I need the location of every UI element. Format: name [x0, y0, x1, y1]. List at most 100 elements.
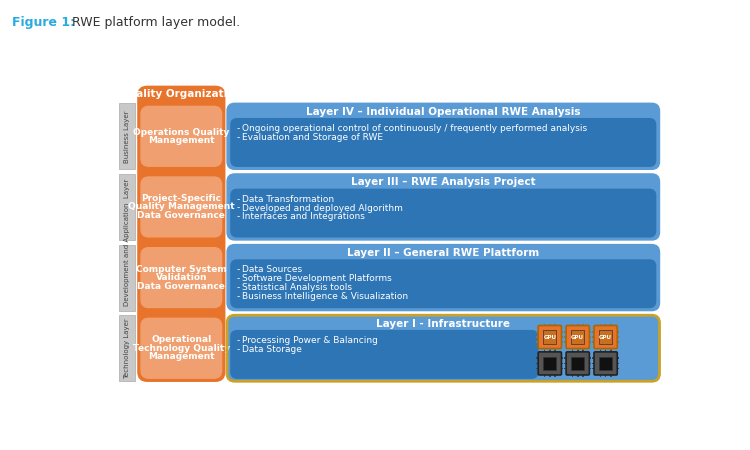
Text: Business Layer: Business Layer	[124, 110, 130, 162]
Bar	[536, 368, 539, 369]
Bar	[543, 330, 556, 343]
Bar	[600, 324, 602, 327]
Bar	[588, 331, 591, 333]
Bar	[572, 330, 584, 343]
Bar	[536, 336, 539, 338]
Bar	[616, 331, 620, 333]
Bar	[560, 342, 563, 343]
FancyBboxPatch shape	[231, 260, 656, 307]
Bar	[599, 357, 612, 370]
Bar	[572, 374, 573, 377]
Text: -: -	[236, 133, 239, 142]
Text: Management: Management	[148, 136, 214, 145]
Bar	[564, 331, 567, 333]
Text: Data Governance: Data Governance	[137, 282, 225, 291]
Text: GPU: GPU	[543, 334, 556, 339]
Bar	[572, 324, 573, 327]
Bar	[588, 342, 591, 343]
FancyBboxPatch shape	[141, 318, 222, 378]
FancyBboxPatch shape	[566, 325, 590, 349]
Bar	[560, 368, 563, 369]
Bar	[564, 336, 567, 338]
Bar	[600, 347, 602, 351]
Bar	[560, 336, 563, 338]
FancyBboxPatch shape	[141, 106, 222, 166]
Bar	[549, 324, 550, 327]
Bar	[549, 347, 550, 351]
Text: Layer II – General RWE Plattform: Layer II – General RWE Plattform	[347, 248, 539, 258]
Text: -: -	[236, 292, 239, 301]
Text: -: -	[236, 203, 239, 212]
Bar	[582, 347, 584, 351]
Bar	[610, 350, 612, 353]
Text: Development and Application  Layer: Development and Application Layer	[124, 179, 130, 306]
Text: Management: Management	[148, 352, 214, 361]
Text: GPU: GPU	[599, 334, 612, 339]
Bar	[572, 357, 584, 370]
Text: -: -	[236, 124, 239, 133]
Text: RWE platform layer model.: RWE platform layer model.	[68, 16, 240, 29]
Text: Data Sources: Data Sources	[242, 266, 302, 274]
Text: GPU: GPU	[572, 334, 584, 339]
Bar	[610, 347, 612, 351]
Bar	[588, 368, 591, 369]
FancyBboxPatch shape	[141, 177, 222, 237]
Bar	[599, 330, 612, 343]
Bar	[616, 342, 620, 343]
FancyBboxPatch shape	[231, 119, 656, 166]
Text: Data Transformation: Data Transformation	[242, 195, 334, 204]
Text: Technology Layer: Technology Layer	[124, 318, 130, 378]
Bar	[616, 368, 620, 369]
Bar	[119, 245, 135, 310]
FancyBboxPatch shape	[138, 86, 225, 381]
Bar	[536, 331, 539, 333]
Bar	[572, 350, 573, 353]
Bar	[549, 374, 550, 377]
Text: Validation: Validation	[155, 273, 207, 282]
Bar	[582, 324, 584, 327]
Text: -: -	[236, 195, 239, 204]
Bar	[560, 363, 563, 364]
Bar	[554, 324, 556, 327]
Text: Business Intelligence & Visualization: Business Intelligence & Visualization	[242, 292, 408, 301]
Bar	[592, 331, 596, 333]
Bar	[592, 342, 596, 343]
Bar	[616, 363, 620, 364]
Bar	[592, 368, 596, 369]
Text: Software Development Platforms: Software Development Platforms	[242, 274, 392, 283]
Bar	[592, 357, 596, 359]
Bar	[610, 374, 612, 377]
Text: -: -	[236, 336, 239, 345]
Bar	[582, 350, 584, 353]
Bar	[604, 350, 607, 353]
Text: Data Storage: Data Storage	[242, 345, 302, 354]
Bar	[560, 357, 563, 359]
Bar	[536, 342, 539, 343]
Text: -: -	[236, 212, 239, 221]
Bar	[604, 347, 607, 351]
FancyBboxPatch shape	[231, 189, 656, 237]
Bar	[564, 342, 567, 343]
Text: -: -	[236, 266, 239, 274]
Text: -: -	[236, 283, 239, 292]
FancyBboxPatch shape	[227, 245, 659, 310]
Text: Ongoing operational control of continuously / frequently performed analysis: Ongoing operational control of continuou…	[242, 124, 587, 133]
Bar	[577, 324, 578, 327]
Bar	[582, 374, 584, 377]
Bar	[544, 324, 545, 327]
Bar	[577, 350, 578, 353]
Text: Operational: Operational	[152, 335, 211, 344]
Bar	[544, 374, 545, 377]
Bar	[119, 104, 135, 169]
Bar	[560, 331, 563, 333]
Bar	[564, 368, 567, 369]
Bar	[554, 347, 556, 351]
Bar	[588, 336, 591, 338]
Text: Layer I - Infrastructure: Layer I - Infrastructure	[376, 319, 510, 328]
Bar	[119, 174, 135, 240]
Text: Quality Management: Quality Management	[128, 202, 235, 211]
Text: Interfaces and Integrations: Interfaces and Integrations	[242, 212, 364, 221]
Bar	[564, 357, 567, 359]
Bar	[600, 374, 602, 377]
FancyBboxPatch shape	[227, 174, 659, 240]
